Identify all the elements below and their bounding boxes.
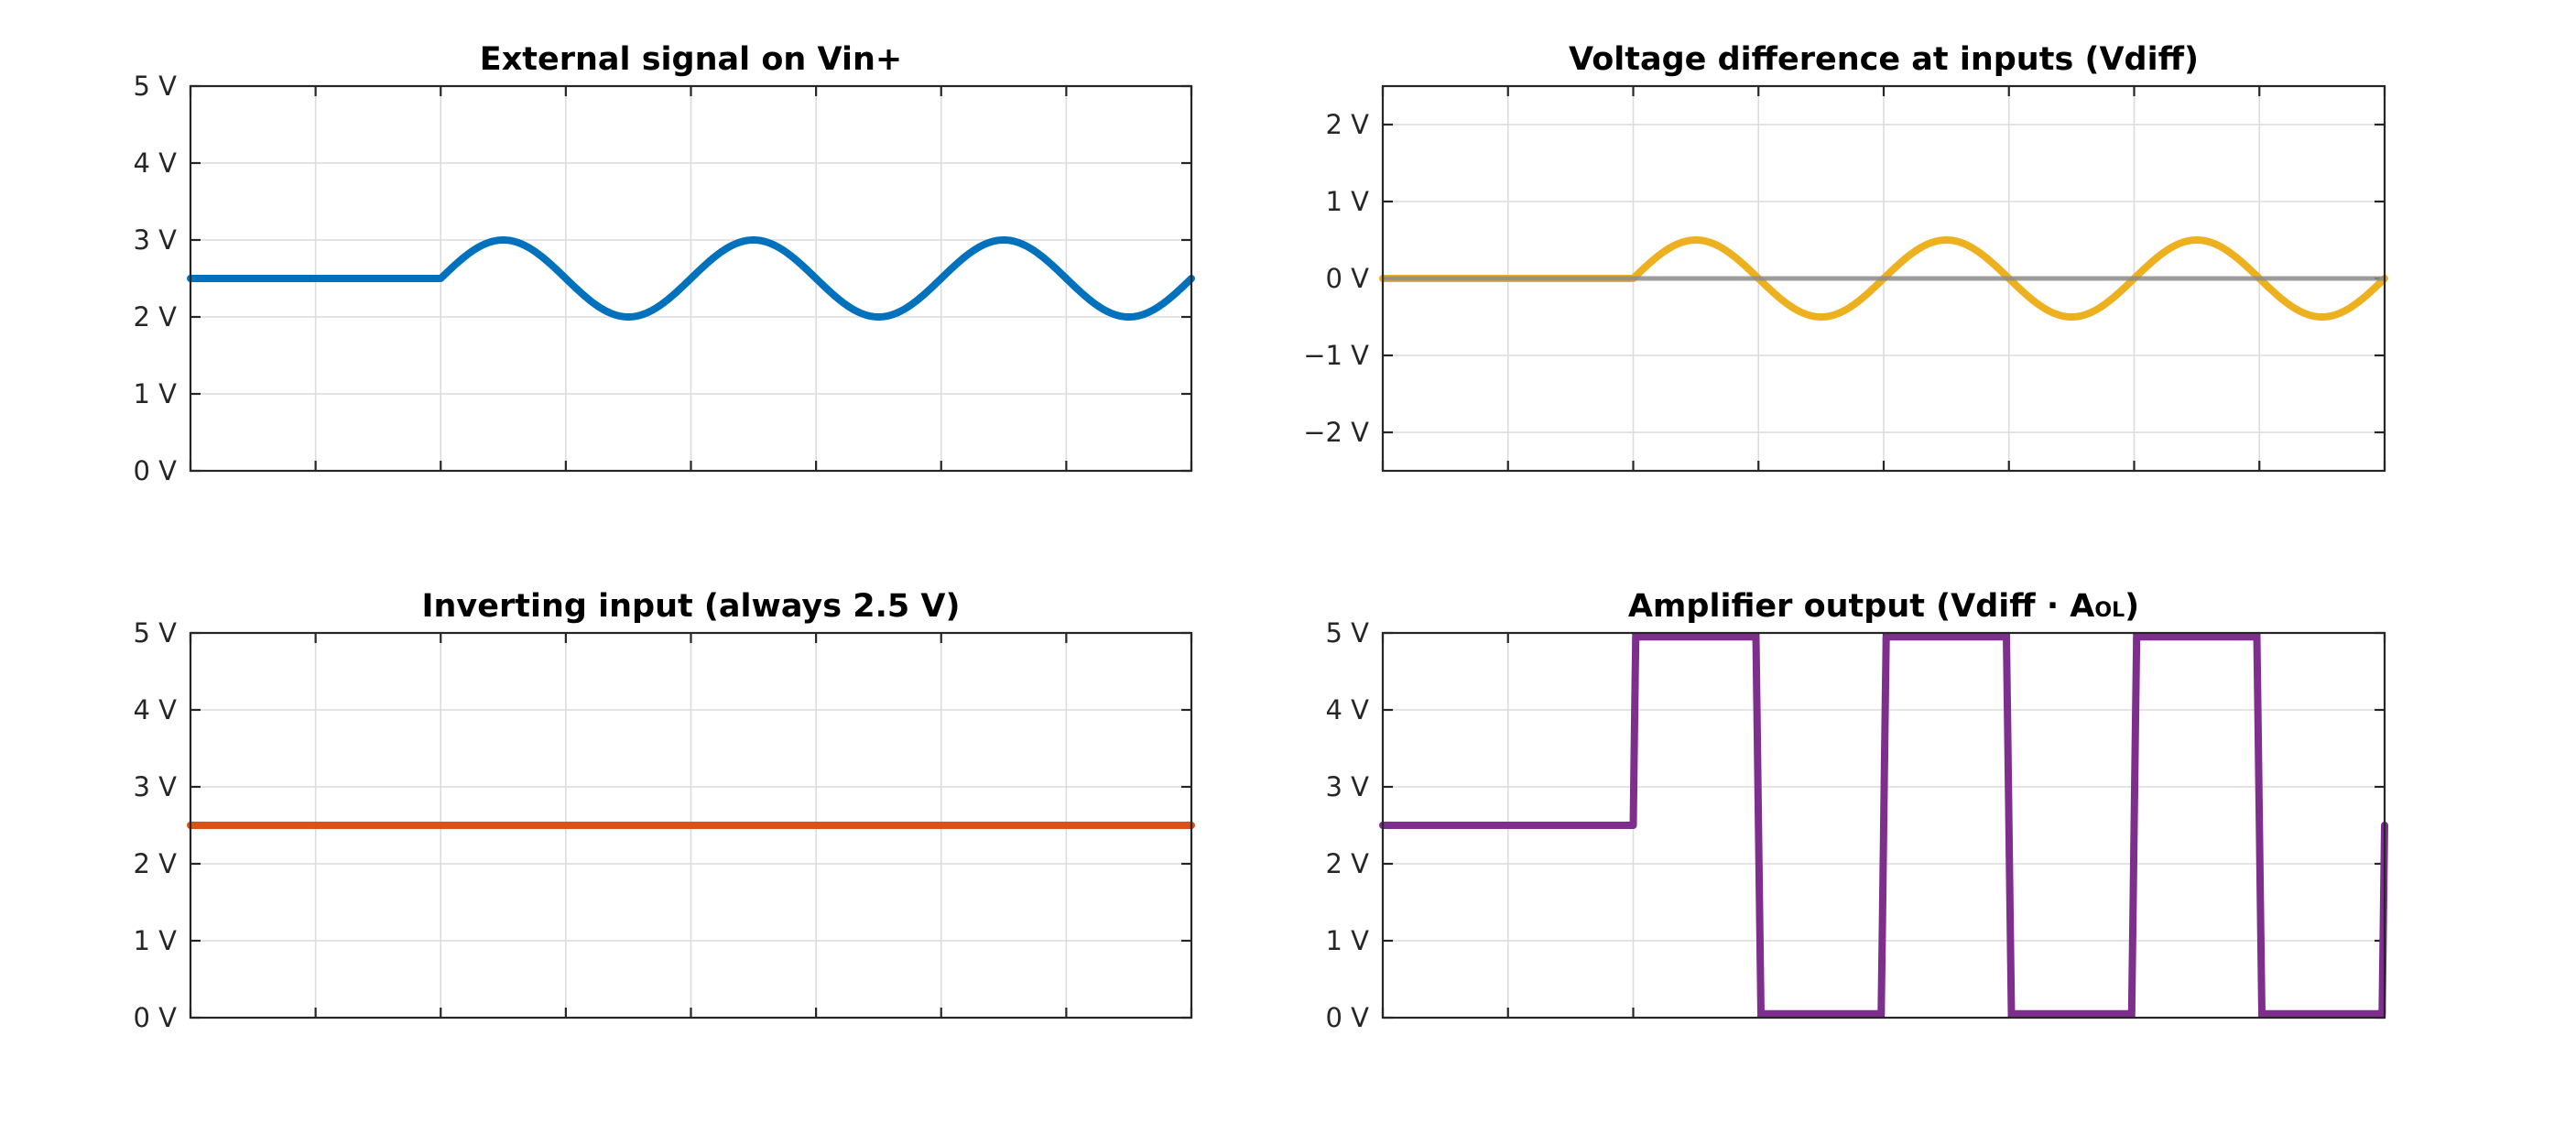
axes-box [1381, 84, 2386, 473]
y-tick-label: 2 V [133, 301, 177, 333]
title-suffix: ) [2125, 588, 2139, 625]
axes-box [189, 631, 1193, 1020]
plot-area: 0 V 1 V 2 V 3 V 4 V 5 V [133, 617, 1195, 1033]
axes-title: Amplifier output (Vdiff · AOL) [1628, 588, 2139, 625]
y-tick-label: 3 V [133, 224, 177, 256]
axes-box [189, 84, 1193, 473]
y-tick-label: −2 V [1303, 417, 1369, 448]
plot-area: −2 V −1 V 0 V 1 V 2 V [1303, 84, 2388, 473]
y-tick-label: 3 V [1325, 771, 1369, 802]
y-tick-label: 0 V [1325, 1002, 1369, 1033]
y-tick-label: 2 V [1325, 848, 1369, 879]
y-tick-label: 1 V [133, 925, 177, 956]
y-tick-label: −1 V [1303, 340, 1369, 371]
plot-area: 0 V 1 V 2 V 3 V 4 V 5 V [133, 71, 1195, 486]
y-tick-label: 2 V [133, 848, 177, 879]
axes-title: External signal on Vin+ [480, 41, 902, 78]
y-tick-label: 4 V [133, 694, 177, 725]
y-tick-label: 0 V [133, 1002, 177, 1033]
y-tick-label: 5 V [133, 617, 177, 649]
y-tick-label: 0 V [133, 455, 177, 486]
axes-vin-plus: External signal on Vin+ 0 V 1 V 2 V 3 V 4 V 5… [133, 41, 1195, 486]
y-tick-label: 4 V [1325, 694, 1369, 725]
title-main: Amplifier output (Vdiff · A [1628, 588, 2095, 625]
y-tick-label: 5 V [1325, 617, 1369, 649]
y-tick-label: 3 V [133, 771, 177, 802]
y-tick-label: 0 V [1325, 263, 1369, 294]
axes-vout: Amplifier output (Vdiff · AOL) 0 V 1 V 2 V… [1325, 588, 2388, 1033]
y-tick-label: 4 V [133, 147, 177, 179]
y-tick-label: 2 V [1325, 109, 1369, 140]
axes-vin-minus: Inverting input (always 2.5 V) 0 V 1 V 2 V… [133, 588, 1195, 1033]
axes-vdiff: Voltage difference at inputs (Vdiff) −2 … [1303, 41, 2388, 473]
y-tick-label: 1 V [1325, 925, 1369, 956]
y-tick-label: 1 V [133, 378, 177, 409]
y-tick-label: 5 V [133, 71, 177, 102]
axes-title: Voltage difference at inputs (Vdiff) [1569, 41, 2199, 78]
axes-title: Inverting input (always 2.5 V) [421, 588, 960, 625]
axes-box [1381, 631, 2386, 1020]
title-subscript: OL [2094, 599, 2125, 622]
plot-area: 0 V 1 V 2 V 3 V 4 V 5 V [1325, 617, 2388, 1033]
y-tick-label: 1 V [1325, 186, 1369, 217]
series-line-vin-plus [187, 236, 1195, 321]
series-line-vout [1379, 633, 2388, 1018]
